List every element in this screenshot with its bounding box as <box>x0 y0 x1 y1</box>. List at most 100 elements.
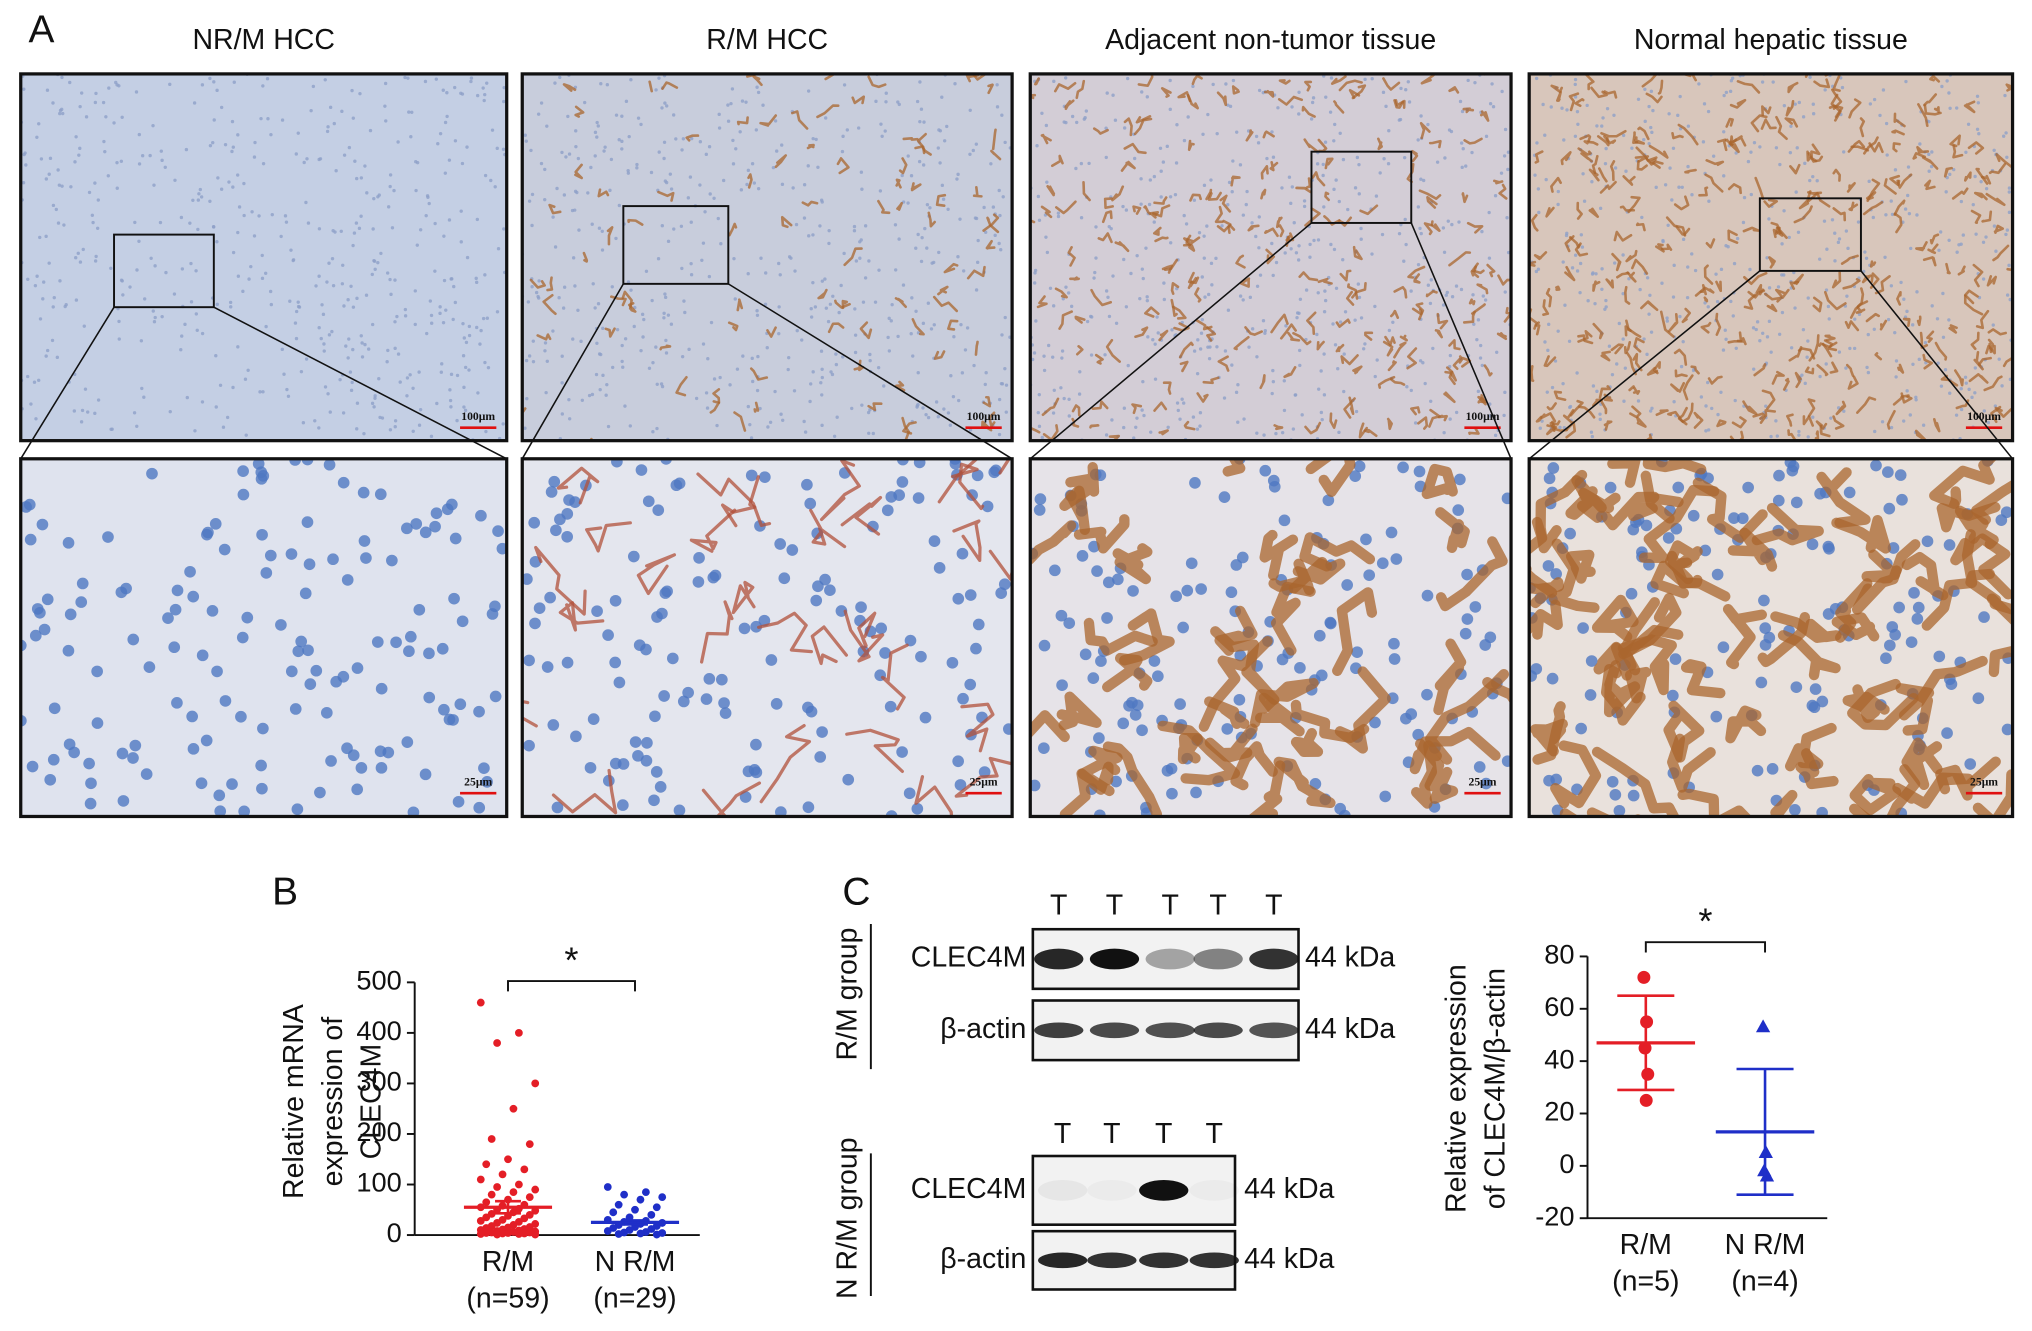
nucleus <box>429 313 434 318</box>
nucleus <box>377 193 381 197</box>
nucleus <box>922 120 926 124</box>
nucleus <box>841 355 845 359</box>
nucleus <box>523 133 527 137</box>
nucleus <box>33 283 38 288</box>
nucleus <box>921 163 926 167</box>
stain <box>1565 475 1607 520</box>
nucleus <box>1385 526 1398 539</box>
nucleus <box>1003 723 1013 735</box>
stain <box>1335 343 1345 353</box>
lane-label: T <box>1103 1118 1120 1150</box>
nucleus <box>1959 407 1964 412</box>
nucleus <box>48 156 53 160</box>
nucleus <box>693 552 705 564</box>
stain <box>843 609 885 663</box>
nucleus <box>115 160 119 165</box>
nucleus <box>624 99 629 104</box>
nucleus <box>48 702 61 715</box>
nucleus <box>1625 587 1638 600</box>
nucleus <box>1707 428 1711 432</box>
stain <box>1957 265 1966 276</box>
stain <box>747 173 753 189</box>
nucleus <box>370 272 374 277</box>
nucleus <box>1543 133 1547 137</box>
nucleus <box>910 296 914 300</box>
nucleus <box>853 333 858 337</box>
nucleus <box>1927 152 1931 157</box>
nucleus <box>896 476 909 488</box>
stain <box>1103 197 1114 210</box>
nucleus <box>1650 130 1654 135</box>
nucleus <box>1359 316 1364 320</box>
x-tick-label: N R/M <box>1725 1229 1806 1261</box>
nucleus <box>731 138 735 143</box>
nucleus <box>1702 102 1707 106</box>
nucleus <box>309 108 313 113</box>
stain <box>1030 710 1070 743</box>
nucleus <box>1271 273 1275 278</box>
stain <box>1277 95 1304 106</box>
stain <box>1317 277 1333 285</box>
nucleus <box>536 296 541 300</box>
nucleus <box>570 730 582 743</box>
nucleus <box>906 154 910 158</box>
nucleus <box>746 168 751 172</box>
nucleus <box>242 181 246 186</box>
nucleus <box>1419 177 1423 181</box>
stain <box>780 215 793 229</box>
nucleus <box>464 340 469 345</box>
nucleus <box>751 379 755 384</box>
nucleus <box>2003 93 2007 98</box>
nucleus <box>1642 337 1646 341</box>
nucleus <box>1481 294 1485 298</box>
stain <box>1690 365 1700 375</box>
nucleus <box>438 305 442 309</box>
nucleus <box>454 698 467 711</box>
nucleus <box>230 119 235 124</box>
nucleus <box>1905 636 1918 649</box>
nucleus <box>750 738 762 751</box>
nucleus <box>367 347 371 351</box>
nucleus <box>1107 224 1111 229</box>
nucleus <box>654 781 667 793</box>
stain <box>574 105 585 118</box>
stain <box>1568 92 1580 112</box>
nucleus <box>1093 732 1105 744</box>
stain <box>1707 375 1723 385</box>
nucleus <box>1505 216 1509 220</box>
nucleus <box>816 726 828 738</box>
nucleus <box>1308 255 1312 259</box>
nucleus <box>884 700 897 713</box>
nucleus <box>1887 542 1900 554</box>
stain <box>1160 87 1172 98</box>
stain <box>736 116 749 126</box>
nucleus <box>820 367 824 371</box>
nucleus <box>965 326 970 330</box>
nucleus <box>1806 538 1819 551</box>
stain <box>1983 375 2003 392</box>
stain <box>1568 236 1581 249</box>
nucleus <box>1982 409 1986 413</box>
nucleus <box>995 83 999 87</box>
nucleus <box>219 695 232 707</box>
nucleus <box>1103 353 1107 357</box>
nucleus <box>1842 150 1846 154</box>
nucleus <box>1295 315 1299 320</box>
stain <box>1753 363 1767 377</box>
nucleus <box>1051 304 1056 308</box>
nucleus <box>745 469 758 482</box>
nucleus <box>301 516 314 528</box>
nucleus <box>1084 109 1089 113</box>
nucleus <box>1322 310 1327 314</box>
nucleus <box>1110 418 1114 422</box>
nucleus <box>463 365 468 370</box>
nucleus <box>1947 238 1951 242</box>
nucleus <box>842 773 855 786</box>
nucleus <box>553 81 557 85</box>
nucleus <box>1400 712 1412 725</box>
nucleus <box>137 239 141 243</box>
nucleus <box>35 274 39 278</box>
nucleus <box>1911 323 1915 327</box>
nucleus <box>962 269 966 273</box>
stain <box>1829 361 1839 374</box>
